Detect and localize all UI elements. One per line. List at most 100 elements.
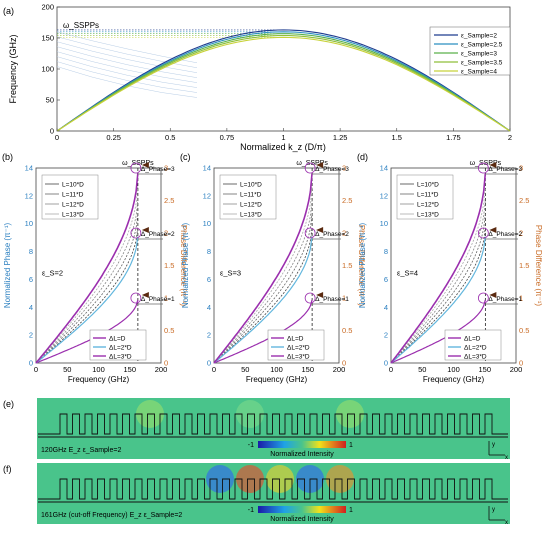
phase-curve	[35, 187, 139, 364]
colorbar-min: -1	[248, 507, 254, 514]
field-caption: 161GHz (cut-off Frequency) E_z ε_Sample=…	[41, 512, 182, 519]
dispersion-curve	[56, 31, 511, 132]
legend-label: ΔL=2*D	[109, 345, 132, 352]
y2-tick-label: 1.5	[519, 261, 529, 270]
marker-circle	[130, 162, 142, 174]
phase-ylabel: Normalized Phase (π⁻¹)	[181, 223, 190, 309]
x-tick-label: 50	[418, 365, 426, 374]
x-tick-label: 150	[301, 365, 314, 374]
y2-tick-label: 0.5	[164, 326, 174, 335]
legend-label: L=12*D	[62, 202, 84, 209]
dispersion-curve	[56, 36, 511, 132]
x-tick-label: 200	[510, 365, 523, 374]
phase-curve	[390, 200, 486, 364]
phase-arrow	[489, 227, 497, 233]
legend-dL-box	[267, 329, 325, 361]
y2-tick-label: 2.5	[342, 196, 352, 205]
legend-label: L=11*D	[417, 192, 439, 199]
legend-label: L=10*D	[62, 182, 84, 189]
axis-x-text: x	[505, 520, 508, 526]
phase-xlabel: Frequency (GHz)	[246, 375, 308, 384]
y-tick-label: 2	[29, 331, 33, 340]
x-tick-label: 0.25	[106, 133, 121, 142]
legend-label: ε_Sample=2	[461, 33, 497, 40]
phase-ylabel: Normalized Phase (π⁻¹)	[358, 223, 367, 309]
colorbar-label: Normalized Intensity	[270, 516, 334, 523]
x-tick-label: 200	[155, 365, 168, 374]
x-tick-label: 200	[333, 365, 346, 374]
phase-arrow	[316, 162, 324, 168]
x-tick-label: 150	[123, 365, 136, 374]
y2-tick-label: 0	[342, 359, 346, 368]
y2-tick-label: 1	[519, 294, 523, 303]
legend-label: ε_Sample=3.5	[461, 60, 503, 67]
axis-y-text: y	[492, 507, 495, 513]
y-tick-label: 12	[203, 191, 211, 200]
grating-profile	[38, 478, 508, 500]
background-trace	[56, 46, 198, 78]
background-trace	[56, 36, 198, 69]
panel-label: (f)	[3, 464, 12, 474]
legend-L-box	[219, 174, 277, 220]
legend-L-box	[41, 174, 99, 220]
delta-curve	[390, 236, 486, 364]
phase-curve	[213, 187, 313, 364]
delta-curve	[213, 236, 313, 364]
panel-a-xlabel: Normalized k_z (D/π)	[240, 142, 326, 152]
y2-tick-label: 0.5	[342, 326, 352, 335]
legend-label: ε_Sample=2.5	[461, 42, 503, 49]
y2-tick-label: 0.5	[519, 326, 529, 335]
y-tick-label: 6	[29, 275, 33, 284]
phase-y2label: Phase Difference (π⁻¹)	[179, 225, 188, 307]
y-tick-label: 2	[207, 331, 211, 340]
marker-circle	[477, 227, 489, 239]
marker-circle	[477, 162, 489, 174]
colorbar	[258, 506, 346, 513]
x-tick-label: 0.75	[220, 133, 235, 142]
y-tick-label: 10	[203, 219, 211, 228]
legend-label: L=10*D	[417, 182, 439, 189]
marker-circle	[304, 162, 316, 174]
legend-label: ΔL=D	[464, 336, 481, 343]
colorbar-max: 1	[349, 507, 353, 514]
axis-x-text: x	[505, 455, 508, 461]
y2-tick-label: 2.5	[519, 196, 529, 205]
epsilon-label: ε_S=2	[42, 268, 63, 277]
y-tick-label: 4	[384, 303, 388, 312]
y-tick-label: 0	[207, 359, 211, 368]
legend-label: L=13*D	[240, 212, 262, 219]
delta-label: Δ_Phase=1	[141, 296, 175, 303]
y-tick-label: 0	[29, 359, 33, 368]
colorbar-max: 1	[349, 442, 353, 449]
legend-label: ΔL=3*D	[109, 354, 132, 361]
y2-tick-label: 0	[164, 359, 168, 368]
sspp-annotation: ω_SSPPs	[63, 21, 99, 30]
x-tick-label: 100	[270, 365, 283, 374]
delta-label: Δ_Phase=2	[315, 231, 349, 238]
x-tick-label: 50	[241, 365, 249, 374]
dispersion-curve	[56, 33, 511, 132]
delta-curve	[35, 299, 139, 364]
legend-dL-box	[444, 329, 502, 361]
y-tick-label: 14	[203, 164, 211, 173]
x-tick-label: 100	[447, 365, 460, 374]
phase-frame	[213, 167, 340, 364]
field-panel-f: (f) 161GHz (cut-off Frequency) E_z ε_Samp…	[3, 463, 510, 526]
phase-arrow	[141, 227, 149, 233]
panel-label: (d)	[357, 152, 368, 162]
delta-curve	[213, 173, 313, 364]
y-tick-label: 6	[384, 275, 388, 284]
delta-label: Δ_Phase=3	[488, 166, 522, 173]
x-tick-label: 0	[34, 365, 38, 374]
x-tick-label: 1.75	[446, 133, 461, 142]
field-panel-e: (e) 120GHz E_z ε_Sample=2 -1 1 Normalized In…	[3, 398, 510, 461]
marker-circle	[304, 292, 316, 304]
legend-label: L=12*D	[240, 202, 262, 209]
phase-curve	[213, 227, 313, 364]
delta-label: Δ_Phase=2	[141, 231, 175, 238]
x-tick-label: 0.5	[165, 133, 175, 142]
grating-profile	[38, 413, 508, 435]
delta-curve	[35, 236, 139, 364]
